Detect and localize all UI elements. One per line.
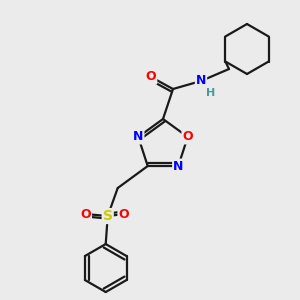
Text: S: S: [103, 209, 113, 223]
Text: N: N: [173, 160, 184, 172]
Text: N: N: [196, 74, 206, 88]
Text: O: O: [182, 130, 193, 143]
Text: H: H: [206, 88, 216, 98]
Text: O: O: [80, 208, 91, 220]
Text: N: N: [133, 130, 143, 143]
Text: O: O: [118, 208, 129, 220]
Text: O: O: [146, 70, 156, 83]
